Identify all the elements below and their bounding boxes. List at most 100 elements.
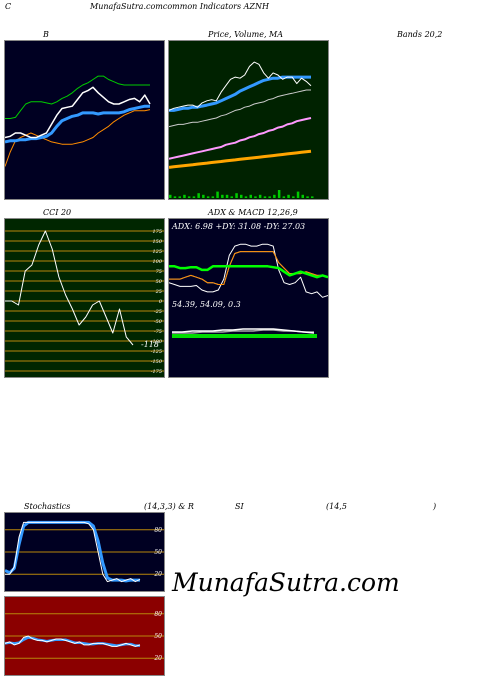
plus-di-line — [169, 265, 328, 279]
cci-tick-label: 0 — [159, 299, 163, 305]
volume-bar — [268, 196, 271, 198]
cci-tick-label: -175 — [151, 369, 162, 375]
volume-bar — [187, 196, 191, 198]
subtitle: common Indicators AZNH — [162, 2, 269, 11]
volume-bar — [240, 194, 243, 198]
volume-bar — [282, 196, 286, 198]
site-title: MunafaSutra.com — [90, 2, 163, 11]
stoch-chart: 80 50 20 — [5, 513, 164, 591]
volume-bar — [263, 196, 267, 198]
cci-tick-label: -75 — [154, 329, 162, 335]
bb-upper-line — [5, 75, 150, 119]
volume-bar — [244, 196, 248, 198]
cci-tick-label: -125 — [151, 349, 162, 355]
cci-tick-label: 150 — [152, 239, 162, 245]
volume-bar — [192, 196, 196, 198]
rsi-ma-line — [5, 636, 140, 647]
volume-bar — [287, 194, 290, 198]
volume-bar — [258, 194, 262, 198]
volume-bar — [225, 194, 229, 198]
cci-tick-label: 175 — [152, 229, 162, 235]
panel-background — [169, 219, 328, 377]
adx-chart: ADX: 6.98 +DY: 31.08 -DY: 27.03 54.39, 54… — [169, 219, 328, 377]
header-title: MunafaSutra.comcommon Indicators AZNH — [90, 2, 269, 11]
cci-tick-label: 100 — [152, 259, 162, 265]
volume-bar — [273, 194, 276, 198]
volume-bar — [183, 194, 186, 198]
cci-tick-label: 25 — [155, 289, 162, 295]
volume-bar — [178, 196, 181, 198]
volume-bar — [169, 194, 172, 198]
volume-bar — [216, 191, 219, 198]
adx-readout: ADX: 6.98 +DY: 31.08 -DY: 27.03 — [171, 222, 305, 231]
stoch-k-line — [5, 521, 141, 583]
panel-background — [5, 219, 164, 377]
volume-bar — [211, 196, 215, 198]
rsi-line — [5, 635, 141, 647]
bollinger-label-left: B — [43, 30, 49, 39]
cci-label: CCI 20 — [43, 208, 72, 217]
stoch-tick-label: 80 — [154, 527, 162, 534]
macd-histogram — [172, 334, 317, 338]
rsi-tick-label: 20 — [153, 655, 162, 662]
volume-bar — [254, 196, 257, 198]
cci-latest-label: -118 — [141, 340, 159, 349]
ma-orange-line — [169, 149, 312, 169]
volume-bar — [292, 196, 295, 198]
volume-bar — [301, 194, 304, 198]
cci-line — [5, 230, 134, 346]
panel-background — [5, 41, 164, 199]
price-volume-ma-label: Price, Volume, MA — [208, 30, 284, 39]
volume-bar — [206, 196, 210, 198]
adx-panel: ADX: 6.98 +DY: 31.08 -DY: 27.03 54.39, 54… — [168, 218, 329, 378]
price-chart — [169, 41, 328, 199]
stoch-params: (14,3,3) & R — [144, 502, 194, 511]
bb-price-line — [5, 86, 151, 139]
watermark: MunafaSutra.com — [172, 568, 400, 597]
stoch-tick-label: 50 — [154, 549, 162, 556]
cci-tick-label: 75 — [156, 269, 162, 275]
bb-lower-line — [5, 109, 151, 167]
bollinger-panel — [4, 40, 165, 200]
stoch-panel: 80 50 20 — [4, 512, 165, 592]
ma-pink-line — [169, 117, 312, 160]
rsi-params: (14,5 — [326, 502, 347, 511]
cci-tick-label: -25 — [154, 309, 162, 315]
macd-line — [172, 328, 315, 334]
macd-readout: 54.39, 54.09, 0.3 — [172, 300, 241, 309]
rsi-close-paren: ) — [433, 502, 437, 511]
ma-white-line — [169, 89, 311, 128]
price-panel — [168, 40, 329, 200]
rsi-label: SI — [235, 502, 244, 511]
volume-bar — [249, 194, 252, 198]
volume-bar — [235, 193, 238, 198]
bb-middle-line — [5, 104, 150, 144]
rsi-tick-label: 80 — [154, 611, 162, 618]
cci-chart: 175 150 125 100 75 50 25 0 -25 -50 -75 -100 -125 -150… — [5, 219, 164, 377]
rsi-panel: 80 50 20 — [4, 596, 165, 676]
volume-bar — [311, 196, 314, 198]
cci-tick-label: -50 — [154, 319, 163, 325]
adx-macd-label: ADX & MACD 12,26,9 — [208, 208, 298, 217]
volume-bar — [230, 196, 233, 198]
bollinger-chart — [5, 41, 164, 199]
volume-bar — [173, 196, 177, 198]
rsi-chart: 80 50 20 — [5, 597, 164, 675]
stoch-tick-label: 20 — [153, 571, 162, 578]
stoch-label: Stochastics — [24, 502, 71, 511]
adx-line — [169, 243, 328, 298]
volume-bar — [202, 194, 205, 198]
rsi-tick-label: 50 — [154, 633, 162, 640]
bollinger-label-right: Bands 20,2 — [397, 30, 443, 39]
volume-bar — [296, 191, 300, 198]
volume-bar — [221, 194, 224, 198]
cci-tick-label: 50 — [156, 279, 163, 285]
header-letter: C — [5, 2, 12, 11]
volume-bar — [277, 190, 281, 198]
cci-tick-label: 125 — [152, 249, 162, 255]
price-line — [169, 61, 312, 111]
volume-bar — [197, 193, 200, 198]
cci-tick-label: -100 — [151, 339, 163, 345]
cci-tick-label: -150 — [151, 359, 163, 365]
volume-bar — [306, 196, 309, 198]
